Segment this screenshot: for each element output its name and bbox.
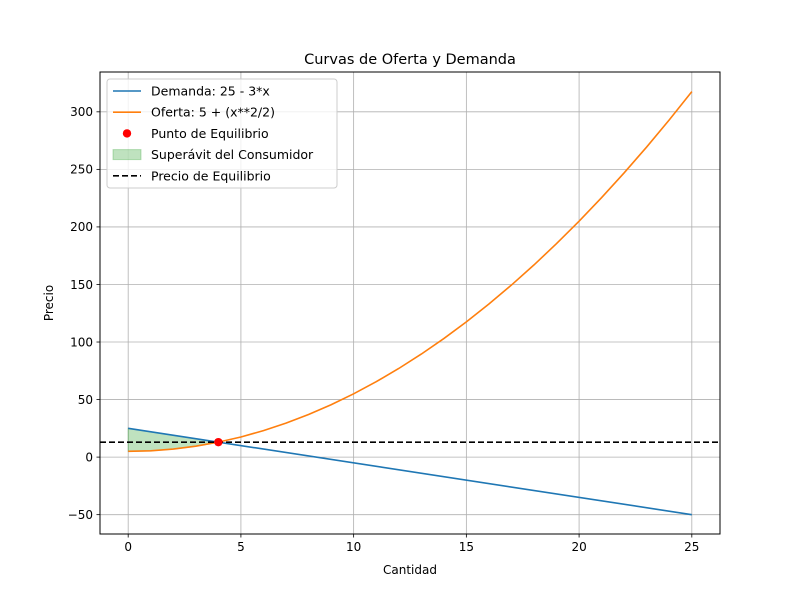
- legend-swatch: [122, 129, 132, 138]
- legend-label: Oferta: 5 + (x**2/2): [151, 105, 275, 120]
- chart-title: Curvas de Oferta y Demanda: [304, 52, 516, 68]
- y-tick-label: 300: [70, 105, 93, 119]
- y-tick-label: 50: [78, 393, 93, 407]
- equilibrium-point: [214, 437, 223, 447]
- x-tick-label: 15: [459, 540, 474, 554]
- legend-label: Demanda: 25 - 3*x: [151, 84, 270, 99]
- y-tick-label: 0: [85, 450, 93, 464]
- grid: [100, 72, 720, 534]
- x-tick-label: 5: [237, 540, 245, 554]
- y-tick-label: 100: [70, 335, 93, 349]
- legend: Demanda: 25 - 3*x Oferta: 5 + (x**2/2) Pun…: [106, 78, 338, 189]
- x-tick-label: 25: [684, 540, 699, 554]
- legend-swatch: [112, 149, 142, 161]
- x-axis: 0 5 10 15 20 25: [124, 534, 699, 554]
- x-tick-label: 10: [346, 540, 361, 554]
- y-tick-label: 250: [70, 163, 93, 177]
- y-tick-label: 150: [70, 278, 93, 292]
- legend-label: Superávit del Consumidor: [151, 147, 314, 162]
- plot-area: [100, 91, 720, 516]
- legend-label: Precio de Equilibrio: [151, 168, 271, 183]
- x-tick-label: 20: [571, 540, 586, 554]
- x-axis-label: Cantidad: [383, 563, 437, 577]
- y-axis: −50 0 50 100 150 200 250 300: [68, 105, 100, 522]
- x-tick-label: 0: [124, 540, 132, 554]
- y-tick-label: 200: [70, 220, 93, 234]
- legend-label: Punto de Equilibrio: [151, 126, 269, 141]
- axes-frame: [99, 71, 721, 535]
- y-tick-label: −50: [68, 508, 93, 522]
- legend-box: [106, 78, 338, 189]
- y-axis-label: Precio: [42, 285, 56, 321]
